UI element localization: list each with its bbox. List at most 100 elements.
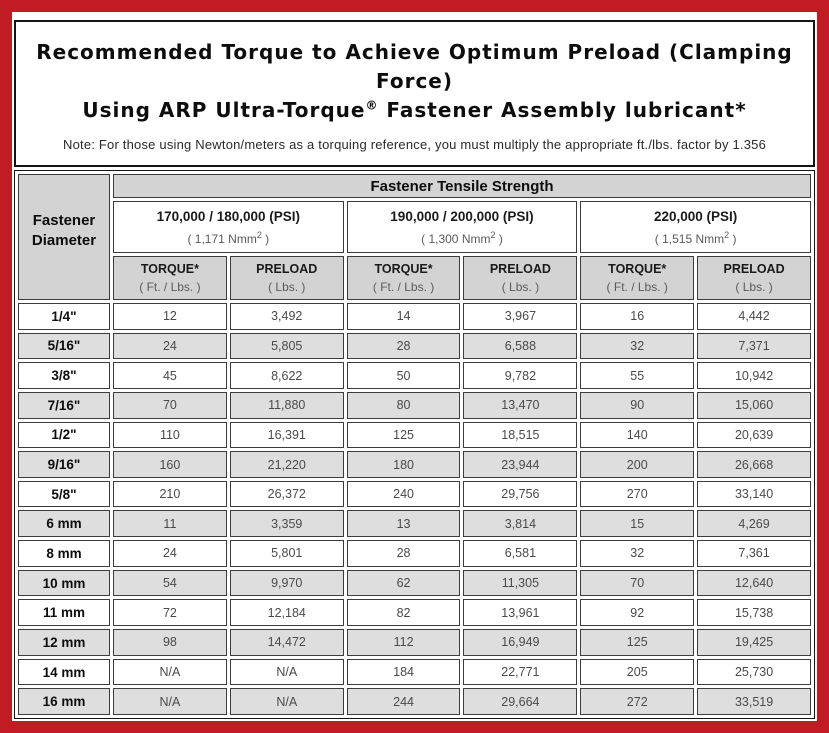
- value-cell: 15: [580, 510, 695, 538]
- diameter-cell: 8 mm: [18, 540, 110, 567]
- value-cell: 6,581: [463, 540, 578, 567]
- value-cell: 244: [346, 688, 461, 715]
- value-cell: 5,801: [229, 540, 344, 567]
- table-row: 3/8" 45 8,622 50 9,782 55 10,942: [18, 362, 811, 389]
- value-cell: N/A: [113, 688, 227, 715]
- value-cell: 4,442: [697, 303, 811, 330]
- value-cell: 18,515: [463, 421, 578, 449]
- value-cell: 11,880: [229, 391, 344, 419]
- value-cell: 13: [346, 510, 461, 538]
- corner-label-line2: Diameter: [31, 232, 97, 249]
- torque-column-header: TORQUE* ( Ft. / Lbs. ): [580, 256, 695, 300]
- table-row: 9/16" 160 21,220 180 23,944 200 26,668: [18, 451, 811, 478]
- value-cell: 7,371: [697, 332, 811, 360]
- value-cell: 6,588: [463, 332, 578, 360]
- torque-preload-header-row: TORQUE* ( Ft. / Lbs. ) PRELOAD ( Lbs. ) …: [18, 256, 811, 300]
- title-box: Recommended Torque to Achieve Optimum Pr…: [14, 20, 815, 167]
- preload-column-header: PRELOAD ( Lbs. ): [697, 256, 811, 300]
- torque-column-header: TORQUE* ( Ft. / Lbs. ): [113, 256, 227, 300]
- diameter-cell: 11 mm: [18, 599, 110, 627]
- psi-group-170-180: 170,000 / 180,000 (PSI) ( 1,171 Nmm2 ): [113, 201, 344, 253]
- value-cell: 11,305: [463, 569, 578, 597]
- value-cell: 13,961: [463, 599, 578, 627]
- torque-spec-table: Fastener Diameter Fastener Tensile Stren…: [14, 170, 815, 719]
- value-cell: 3,492: [229, 303, 344, 330]
- value-cell: 12: [113, 303, 227, 330]
- fastener-diameter-header: Fastener Diameter: [18, 174, 110, 300]
- value-cell: 29,664: [463, 688, 578, 715]
- value-cell: 15,738: [697, 599, 811, 627]
- value-cell: 3,967: [463, 303, 578, 330]
- value-cell: 14,472: [229, 629, 344, 656]
- value-cell: 32: [580, 332, 695, 360]
- preload-column-header: PRELOAD ( Lbs. ): [229, 256, 344, 300]
- value-cell: 110: [113, 421, 227, 449]
- value-cell: 15,060: [697, 391, 811, 419]
- value-cell: 14: [346, 303, 461, 330]
- value-cell: 33,519: [697, 688, 811, 715]
- value-cell: 26,668: [697, 451, 811, 478]
- table-row: 1/4" 12 3,492 14 3,967 16 4,442: [18, 303, 811, 330]
- value-cell: 54: [113, 569, 227, 597]
- preload-column-header: PRELOAD ( Lbs. ): [463, 256, 578, 300]
- value-cell: 184: [346, 658, 461, 686]
- value-cell: 270: [580, 480, 695, 508]
- value-cell: 90: [580, 391, 695, 419]
- page-title-line1: Recommended Torque to Achieve Optimum Pr…: [36, 40, 793, 93]
- value-cell: 205: [580, 658, 695, 686]
- diameter-cell: 5/16": [18, 332, 110, 360]
- value-cell: 26,372: [229, 480, 344, 508]
- value-cell: 9,970: [229, 569, 344, 597]
- table-row: 6 mm 11 3,359 13 3,814 15 4,269: [18, 510, 811, 538]
- registered-mark: ®: [365, 98, 379, 113]
- value-cell: 20,639: [697, 421, 811, 449]
- value-cell: 32: [580, 540, 695, 567]
- value-cell: 240: [346, 480, 461, 508]
- diameter-cell: 10 mm: [18, 569, 110, 597]
- value-cell: 140: [580, 421, 695, 449]
- value-cell: 125: [346, 421, 461, 449]
- nmm-label: ( 1,515 Nmm2 ): [654, 229, 737, 246]
- value-cell: 24: [113, 332, 227, 360]
- value-cell: 8,622: [229, 362, 344, 389]
- value-cell: 12,640: [697, 569, 811, 597]
- value-cell: 4,269: [697, 510, 811, 538]
- value-cell: 210: [113, 480, 227, 508]
- value-cell: 24: [113, 540, 227, 567]
- inner-panel: Recommended Torque to Achieve Optimum Pr…: [12, 12, 817, 721]
- value-cell: 22,771: [463, 658, 578, 686]
- table-row: 5/8" 210 26,372 240 29,756 270 33,140: [18, 480, 811, 508]
- diameter-cell: 7/16": [18, 391, 110, 419]
- value-cell: 125: [580, 629, 695, 656]
- table-row: 5/16" 24 5,805 28 6,588 32 7,371: [18, 332, 811, 360]
- conversion-note: Note: For those using Newton/meters as a…: [62, 137, 767, 152]
- value-cell: 23,944: [463, 451, 578, 478]
- table-row: 14 mm N/A N/A 184 22,771 205 25,730: [18, 658, 811, 686]
- value-cell: 5,805: [229, 332, 344, 360]
- value-cell: 92: [580, 599, 695, 627]
- value-cell: 7,361: [697, 540, 811, 567]
- value-cell: 82: [346, 599, 461, 627]
- value-cell: 70: [580, 569, 695, 597]
- nmm-label: ( 1,300 Nmm2 ): [421, 229, 503, 246]
- table-row: 10 mm 54 9,970 62 11,305 70 12,640: [18, 569, 811, 597]
- psi-group-190-200: 190,000 / 200,000 (PSI) ( 1,300 Nmm2 ): [346, 201, 578, 253]
- value-cell: 98: [113, 629, 227, 656]
- page-title-line2: Using ARP Ultra-Torque® Fastener Assembl…: [22, 96, 807, 125]
- table-row: 8 mm 24 5,801 28 6,581 32 7,361: [18, 540, 811, 567]
- value-cell: 25,730: [697, 658, 811, 686]
- value-cell: 33,140: [697, 480, 811, 508]
- psi-label: 220,000 (PSI): [654, 208, 738, 224]
- value-cell: 160: [113, 451, 227, 478]
- table-row: 16 mm N/A N/A 244 29,664 272 33,519: [18, 688, 811, 715]
- value-cell: 45: [113, 362, 227, 389]
- value-cell: 272: [580, 688, 695, 715]
- value-cell: N/A: [113, 658, 227, 686]
- value-cell: 9,782: [463, 362, 578, 389]
- value-cell: 50: [346, 362, 461, 389]
- value-cell: 21,220: [229, 451, 344, 478]
- diameter-cell: 6 mm: [18, 510, 110, 538]
- diameter-cell: 5/8": [18, 480, 110, 508]
- diameter-cell: 14 mm: [18, 658, 110, 686]
